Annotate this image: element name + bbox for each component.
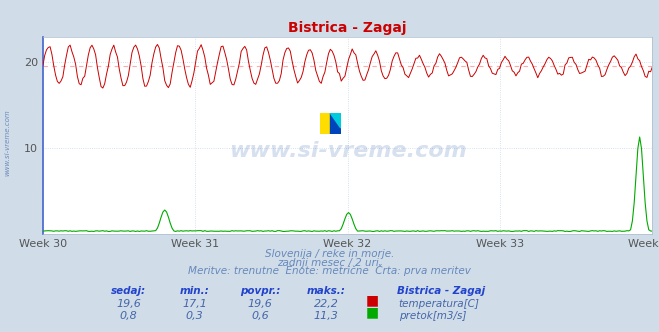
Text: temperatura[C]: temperatura[C]: [399, 299, 480, 309]
Text: pretok[m3/s]: pretok[m3/s]: [399, 311, 466, 321]
Text: www.si-vreme.com: www.si-vreme.com: [229, 141, 467, 161]
Text: 0,3: 0,3: [186, 311, 203, 321]
Text: Meritve: trenutne  Enote: metrične  Črta: prva meritev: Meritve: trenutne Enote: metrične Črta: …: [188, 264, 471, 276]
Text: povpr.:: povpr.:: [240, 286, 281, 296]
Bar: [320, 113, 330, 134]
Text: 0,8: 0,8: [120, 311, 137, 321]
Text: ■: ■: [366, 293, 379, 307]
Title: Bistrica - Zagaj: Bistrica - Zagaj: [289, 21, 407, 35]
Text: 19,6: 19,6: [248, 299, 273, 309]
Text: www.si-vreme.com: www.si-vreme.com: [4, 109, 11, 176]
Text: 17,1: 17,1: [182, 299, 207, 309]
Text: Slovenija / reke in morje.: Slovenija / reke in morje.: [265, 249, 394, 259]
Text: maks.:: maks.:: [307, 286, 345, 296]
Text: 22,2: 22,2: [314, 299, 339, 309]
Text: sedaj:: sedaj:: [111, 286, 146, 296]
Text: 0,6: 0,6: [252, 311, 269, 321]
Text: 19,6: 19,6: [116, 299, 141, 309]
Text: ■: ■: [366, 305, 379, 319]
Text: zadnji mesec / 2 uri.: zadnji mesec / 2 uri.: [277, 258, 382, 268]
Text: 11,3: 11,3: [314, 311, 339, 321]
Text: Bistrica - Zagaj: Bistrica - Zagaj: [397, 286, 486, 296]
Bar: [330, 113, 341, 134]
Polygon shape: [330, 113, 341, 128]
Text: min.:: min.:: [179, 286, 210, 296]
